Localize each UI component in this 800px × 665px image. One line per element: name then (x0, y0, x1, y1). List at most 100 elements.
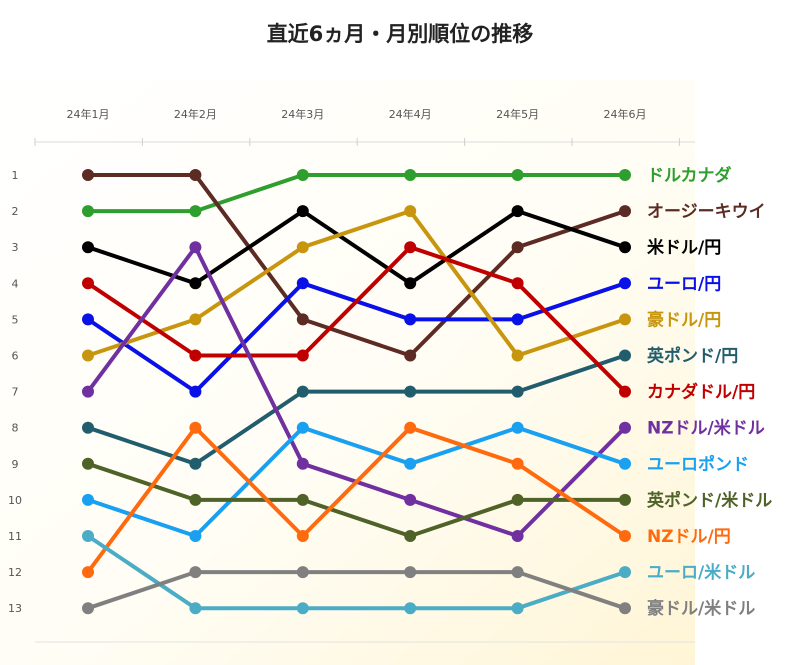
y-tick-label: 8 (12, 422, 19, 435)
data-point (189, 602, 202, 615)
data-point (619, 530, 631, 542)
data-point (404, 349, 417, 362)
x-tick-label: 24年6月 (604, 107, 647, 121)
data-point (619, 421, 631, 434)
series-group (82, 530, 631, 615)
data-point (296, 602, 309, 615)
series-line (86, 425, 627, 538)
data-point (189, 530, 202, 542)
data-point (189, 385, 202, 398)
data-point (296, 385, 309, 398)
y-tick-label: 12 (8, 566, 22, 579)
data-point (511, 169, 524, 181)
data-point (189, 493, 202, 506)
data-point (619, 169, 631, 181)
y-tick-label: 3 (12, 241, 19, 254)
data-point (82, 349, 94, 362)
data-point (511, 277, 524, 290)
data-point (296, 566, 309, 579)
data-point (404, 602, 417, 615)
data-point (511, 313, 524, 326)
data-point (82, 602, 94, 615)
x-tick-label: 24年5月 (496, 107, 539, 121)
series-label: NZドル/円 (647, 527, 731, 547)
series-label: ユーロポンド (647, 454, 749, 475)
data-point (296, 277, 309, 290)
x-tick-label: 24年2月 (174, 107, 217, 121)
y-tick-label: 2 (12, 205, 19, 218)
data-point (296, 349, 309, 362)
series-label: 英ポンド/米ドル (647, 490, 772, 511)
data-point (619, 349, 631, 362)
data-point (189, 169, 202, 181)
data-point (511, 205, 524, 218)
data-point (619, 385, 631, 398)
data-point (404, 530, 417, 542)
series-group (82, 169, 631, 362)
data-point (511, 241, 524, 254)
data-point (511, 602, 524, 615)
data-point (296, 493, 309, 506)
data-point (404, 566, 417, 579)
series-line (86, 245, 627, 394)
series-label: 米ドル/円 (647, 237, 721, 258)
series-group (82, 169, 631, 218)
x-tick-label: 24年3月 (281, 107, 324, 121)
data-point (82, 385, 94, 398)
data-point (404, 313, 417, 326)
data-point (296, 421, 309, 434)
data-point (511, 457, 524, 470)
data-point (82, 169, 94, 181)
x-tick-label: 24年1月 (67, 107, 110, 121)
series-label: NZドル/米ドル (647, 418, 765, 439)
series-line (86, 209, 627, 286)
data-point (296, 169, 309, 181)
series-label: ユーロ/米ドル (647, 562, 755, 583)
data-point (511, 530, 524, 542)
series-group (82, 421, 631, 542)
y-tick-label: 7 (12, 386, 19, 399)
data-point (404, 241, 417, 254)
data-point (619, 602, 631, 615)
series-group (82, 349, 631, 470)
series-group (82, 566, 631, 615)
data-point (404, 169, 417, 181)
series-group (82, 457, 631, 542)
chart-title: 直近6ヵ月・月別順位の推移 (266, 22, 534, 46)
series-line (86, 209, 627, 358)
data-point (82, 457, 94, 470)
data-point (296, 313, 309, 326)
y-tick-label: 5 (12, 313, 19, 326)
data-point (82, 566, 94, 579)
data-point (189, 457, 202, 470)
data-point (189, 205, 202, 218)
data-point (404, 205, 417, 218)
data-point (619, 313, 631, 326)
series-line (86, 570, 627, 611)
data-point (189, 566, 202, 579)
data-point (189, 313, 202, 326)
series-label: 豪ドル/円 (647, 309, 721, 330)
series-line (86, 173, 627, 214)
data-point (189, 277, 202, 290)
series-label: カナダドル/円 (647, 382, 755, 403)
series-label: オージーキウイ (647, 202, 766, 222)
series-group (82, 205, 631, 362)
data-point (82, 205, 94, 218)
y-tick-label: 4 (12, 277, 19, 290)
data-point (404, 277, 417, 290)
data-point (82, 421, 94, 434)
data-point (296, 205, 309, 218)
data-point (404, 421, 417, 434)
x-tick-label: 24年4月 (389, 107, 432, 121)
series-label: 英ポンド/円 (647, 346, 738, 367)
data-point (619, 457, 631, 470)
data-point (296, 241, 309, 254)
data-point (82, 493, 94, 506)
y-tick-label: 10 (8, 494, 22, 507)
data-point (189, 421, 202, 434)
series-line (86, 353, 627, 466)
data-point (404, 493, 417, 506)
series-group (82, 421, 631, 579)
data-point (82, 530, 94, 542)
